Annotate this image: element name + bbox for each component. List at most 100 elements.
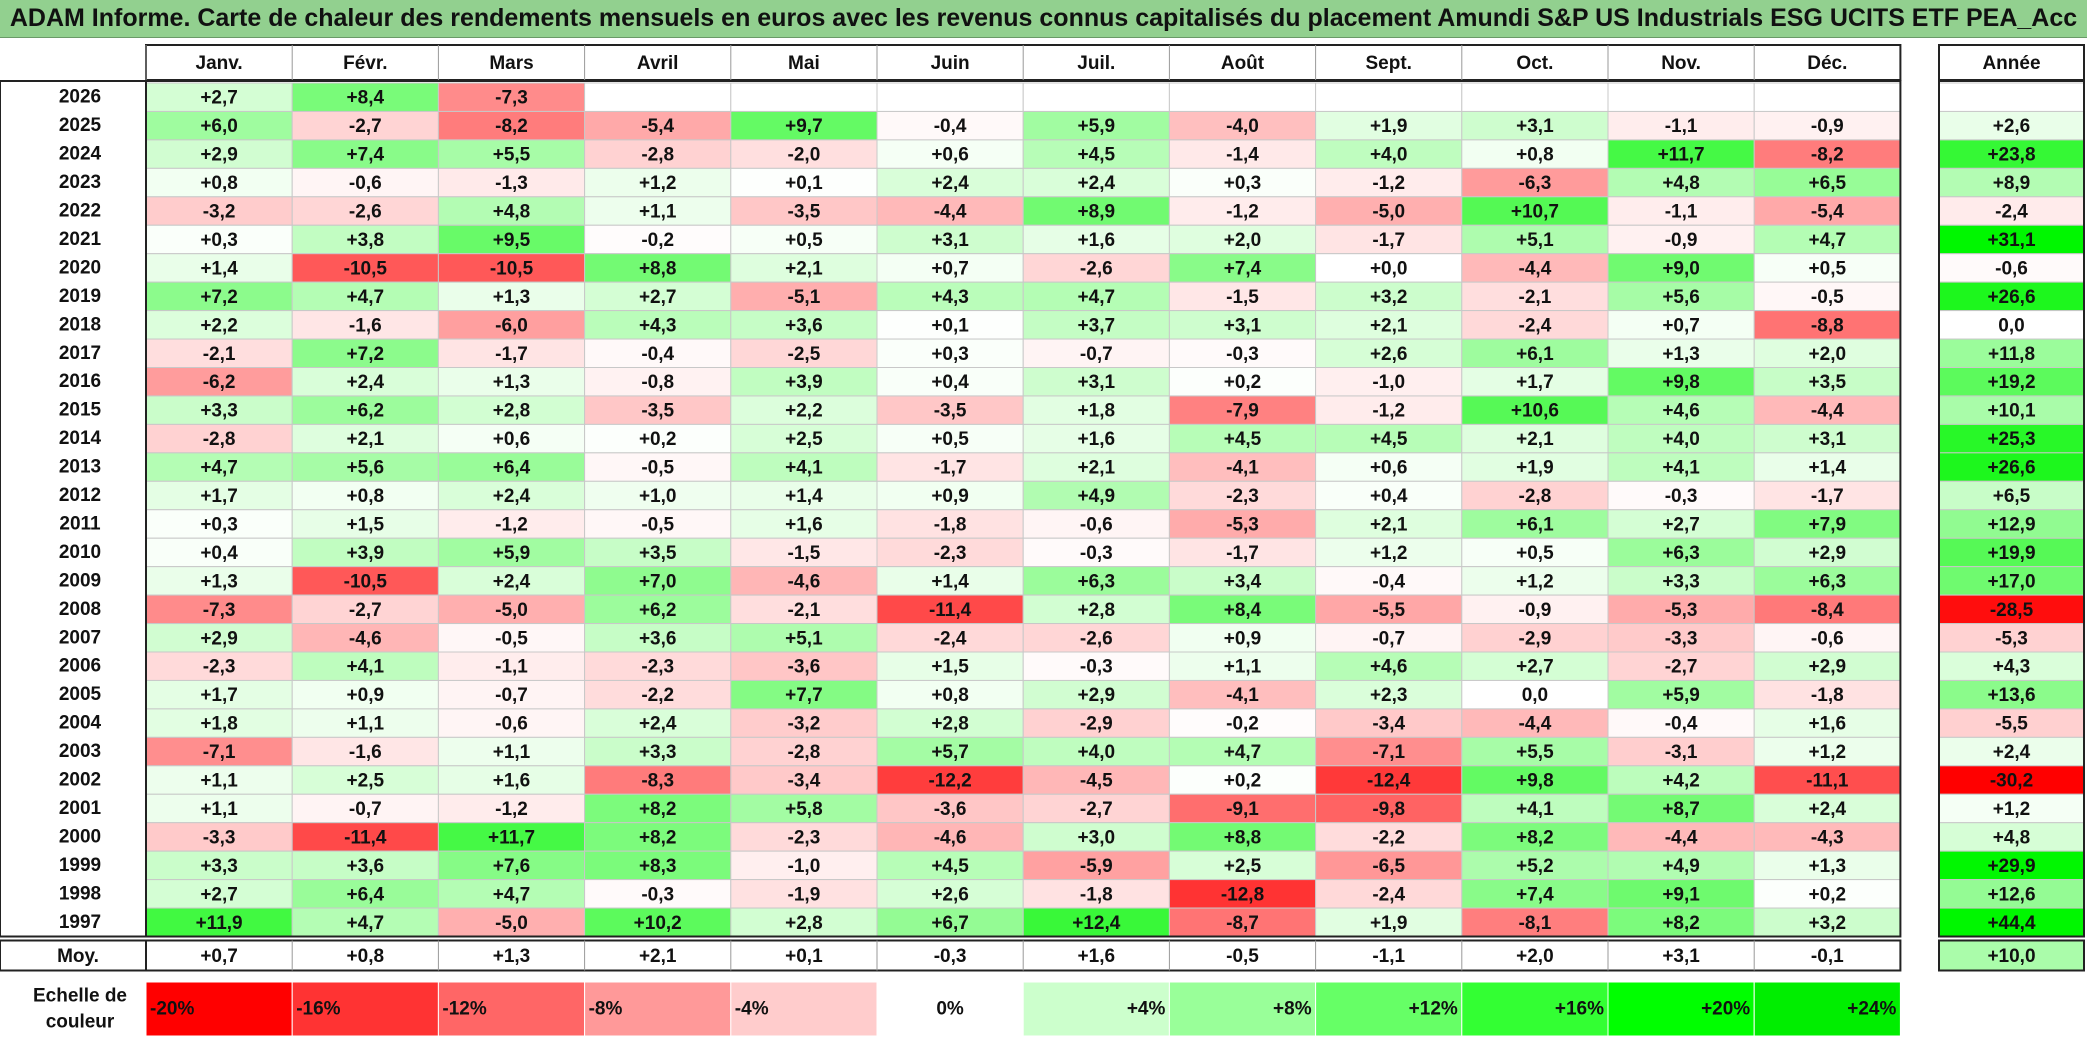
- heatmap-cell: [1607, 907, 1755, 937]
- cell-value: +0,6: [1370, 458, 1408, 479]
- heatmap-cell: [876, 765, 1024, 795]
- cell-value: +3,1: [1809, 429, 1847, 450]
- heatmap-cell: [1461, 822, 1609, 852]
- cell-value: +1,6: [1809, 714, 1847, 735]
- annual-value: +13,6: [1987, 685, 2035, 706]
- heatmap-cell: [1315, 452, 1463, 482]
- heatmap-cell: [1315, 537, 1463, 568]
- heatmap-cell: [1461, 196, 1609, 226]
- heatmap-cell: [1168, 793, 1317, 824]
- cell-value: +0,2: [1809, 884, 1847, 905]
- cell-value: +8,4: [1224, 600, 1262, 621]
- heatmap-cell: [1461, 879, 1609, 909]
- cell-value: +4,5: [1224, 429, 1262, 450]
- heatmap-cell: [730, 537, 878, 568]
- heatmap-cell: [145, 452, 293, 482]
- heatmap-cell: [1168, 452, 1317, 482]
- cell-value: +3,6: [639, 628, 677, 649]
- heatmap-cell: [1753, 651, 1901, 681]
- cell-value: -1,1: [1665, 116, 1698, 137]
- heatmap-cell: [1168, 708, 1317, 738]
- heatmap-cell: [1753, 509, 1901, 539]
- heatmap-cell: [1461, 679, 1609, 710]
- cell-value: +1,8: [200, 714, 238, 735]
- cell-value: +3,5: [639, 543, 677, 564]
- year-label: 2015: [59, 400, 102, 421]
- heatmap-cell: [1168, 736, 1317, 767]
- heatmap-cell: [584, 196, 732, 226]
- cell-value: -4,5: [1080, 771, 1113, 792]
- scale-swatch: [1461, 981, 1609, 1037]
- heatmap-cell: [1461, 708, 1609, 738]
- year-label: 2004: [59, 713, 102, 734]
- cell-value: +0,9: [347, 685, 385, 706]
- heatmap-cell: [291, 793, 439, 824]
- heatmap-cell: [1461, 224, 1609, 255]
- cell-value: +3,6: [347, 856, 385, 877]
- average-value: -0,1: [1811, 946, 1844, 967]
- cell-value: +0,9: [1224, 628, 1262, 649]
- cell-value: -0,5: [1811, 287, 1844, 308]
- cell-value: +2,0: [1809, 344, 1847, 365]
- cell-value: +11,7: [488, 827, 535, 848]
- heatmap-cell: [876, 82, 1024, 112]
- cell-value: -0,5: [495, 628, 528, 649]
- cell-value: -2,3: [934, 543, 967, 564]
- scale-label-value: -20%: [150, 999, 194, 1020]
- cell-value: -2,7: [349, 600, 382, 621]
- cell-value: +4,9: [1078, 486, 1116, 507]
- year-label: 2018: [59, 314, 101, 335]
- annual-cell: [1938, 480, 2085, 511]
- cell-value: -4,6: [788, 571, 821, 592]
- cell-value: +0,4: [1370, 486, 1408, 507]
- cell-value: +7,0: [639, 571, 677, 592]
- cell-value: -2,1: [788, 600, 821, 621]
- annual-value: -5,5: [1995, 714, 2028, 735]
- heatmap-cell: [291, 509, 439, 539]
- cell-value: -0,4: [641, 344, 674, 365]
- annual-cell: [1938, 281, 2085, 312]
- cell-value: +7,6: [493, 856, 531, 877]
- heatmap-cell: [584, 338, 732, 368]
- heatmap-cell: [291, 224, 439, 255]
- heatmap-cell: [1315, 395, 1463, 425]
- heatmap-cell: [291, 281, 439, 312]
- cell-value: +7,4: [1224, 258, 1262, 279]
- cell-value: -0,3: [1665, 486, 1698, 507]
- month-header: Mai: [788, 53, 820, 74]
- heatmap-cell: [437, 367, 586, 397]
- annual-value: +26,6: [1987, 458, 2035, 479]
- cell-value: +2,9: [1809, 543, 1847, 564]
- cell-value: +6,3: [1809, 571, 1847, 592]
- cell-value: +7,9: [1809, 514, 1847, 535]
- heatmap-cell: [1022, 82, 1170, 112]
- cell-value: +2,7: [200, 884, 238, 905]
- cell-value: -1,2: [1372, 401, 1405, 422]
- cell-value: -2,3: [788, 827, 821, 848]
- heatmap-cell: [437, 338, 586, 368]
- annual-value: -5,3: [1995, 628, 2028, 649]
- cell-value: -8,8: [1811, 315, 1844, 336]
- annual-value: +10,1: [1987, 401, 2036, 422]
- cell-value: -1,7: [934, 458, 967, 479]
- heatmap-cell: [1022, 367, 1170, 397]
- heatmap-cell: [1753, 82, 1901, 112]
- cell-value: +11,9: [196, 913, 243, 934]
- heatmap-cell: [437, 480, 586, 511]
- cell-value: +1,0: [639, 486, 677, 507]
- cell-value: +5,7: [931, 742, 969, 763]
- cell-value: +2,5: [347, 771, 385, 792]
- cell-value: +0,1: [785, 173, 823, 194]
- heatmap-cell: [1607, 310, 1755, 340]
- heatmap-cell: [1607, 367, 1755, 397]
- cell-value: +0,7: [931, 258, 969, 279]
- cell-value: -2,3: [1226, 486, 1259, 507]
- cell-value: +2,9: [1078, 685, 1116, 706]
- cell-value: -11,4: [929, 600, 972, 621]
- cell-value: +2,9: [200, 145, 238, 166]
- cell-value: -2,0: [788, 145, 821, 166]
- heatmap-cell: [1022, 452, 1170, 482]
- cell-value: -2,7: [349, 116, 382, 137]
- heatmap-cell: [1022, 509, 1170, 539]
- heatmap-cell: [876, 395, 1024, 425]
